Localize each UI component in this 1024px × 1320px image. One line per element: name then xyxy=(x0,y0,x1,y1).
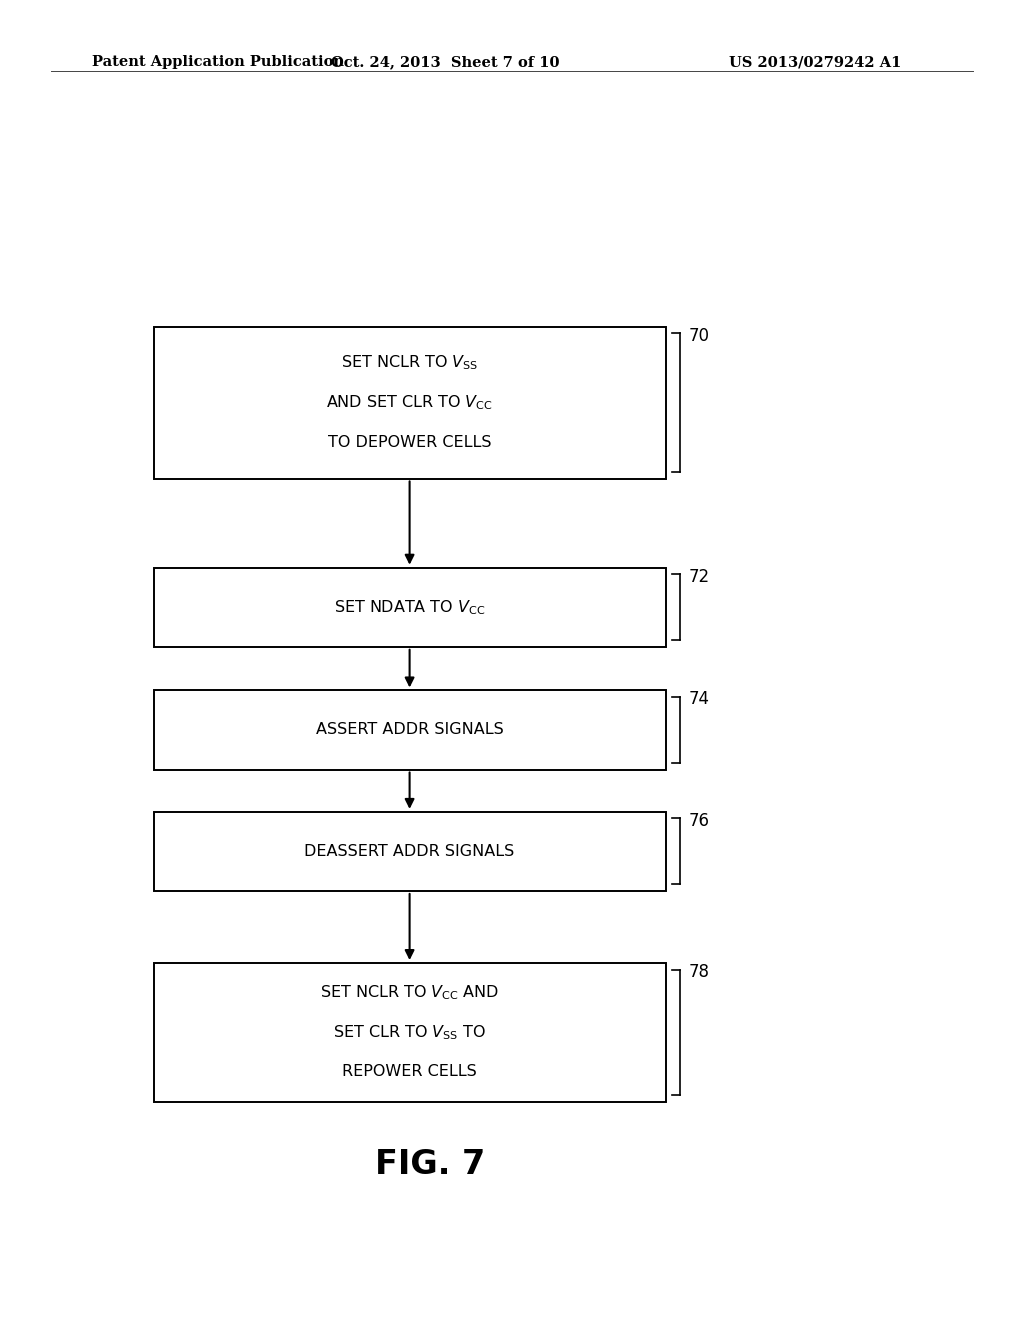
Text: SET NDATA TO $V_{\mathregular{CC}}$: SET NDATA TO $V_{\mathregular{CC}}$ xyxy=(334,598,485,616)
Bar xyxy=(154,812,666,891)
Text: US 2013/0279242 A1: US 2013/0279242 A1 xyxy=(729,55,901,70)
Text: SET NCLR TO $V_{\mathregular{CC}}$ AND: SET NCLR TO $V_{\mathregular{CC}}$ AND xyxy=(321,983,499,1002)
Bar xyxy=(154,327,666,479)
Text: ASSERT ADDR SIGNALS: ASSERT ADDR SIGNALS xyxy=(315,722,504,738)
Text: TO DEPOWER CELLS: TO DEPOWER CELLS xyxy=(328,434,492,450)
Text: 70: 70 xyxy=(688,327,710,345)
Text: 78: 78 xyxy=(688,964,710,981)
Text: SET CLR TO $V_{\mathregular{SS}}$ TO: SET CLR TO $V_{\mathregular{SS}}$ TO xyxy=(333,1023,486,1041)
Text: Oct. 24, 2013  Sheet 7 of 10: Oct. 24, 2013 Sheet 7 of 10 xyxy=(331,55,560,70)
Text: AND SET CLR TO $V_{\mathregular{CC}}$: AND SET CLR TO $V_{\mathregular{CC}}$ xyxy=(327,393,493,412)
Text: Patent Application Publication: Patent Application Publication xyxy=(92,55,344,70)
Bar xyxy=(154,568,666,647)
Text: 72: 72 xyxy=(688,568,710,586)
Bar xyxy=(154,690,666,770)
Text: SET NCLR TO $V_{\mathregular{SS}}$: SET NCLR TO $V_{\mathregular{SS}}$ xyxy=(341,354,478,372)
Text: DEASSERT ADDR SIGNALS: DEASSERT ADDR SIGNALS xyxy=(304,843,515,859)
Text: FIG. 7: FIG. 7 xyxy=(375,1147,485,1180)
Bar xyxy=(154,964,666,1101)
Text: 74: 74 xyxy=(688,690,710,709)
Text: REPOWER CELLS: REPOWER CELLS xyxy=(342,1064,477,1080)
Text: 76: 76 xyxy=(688,812,710,830)
